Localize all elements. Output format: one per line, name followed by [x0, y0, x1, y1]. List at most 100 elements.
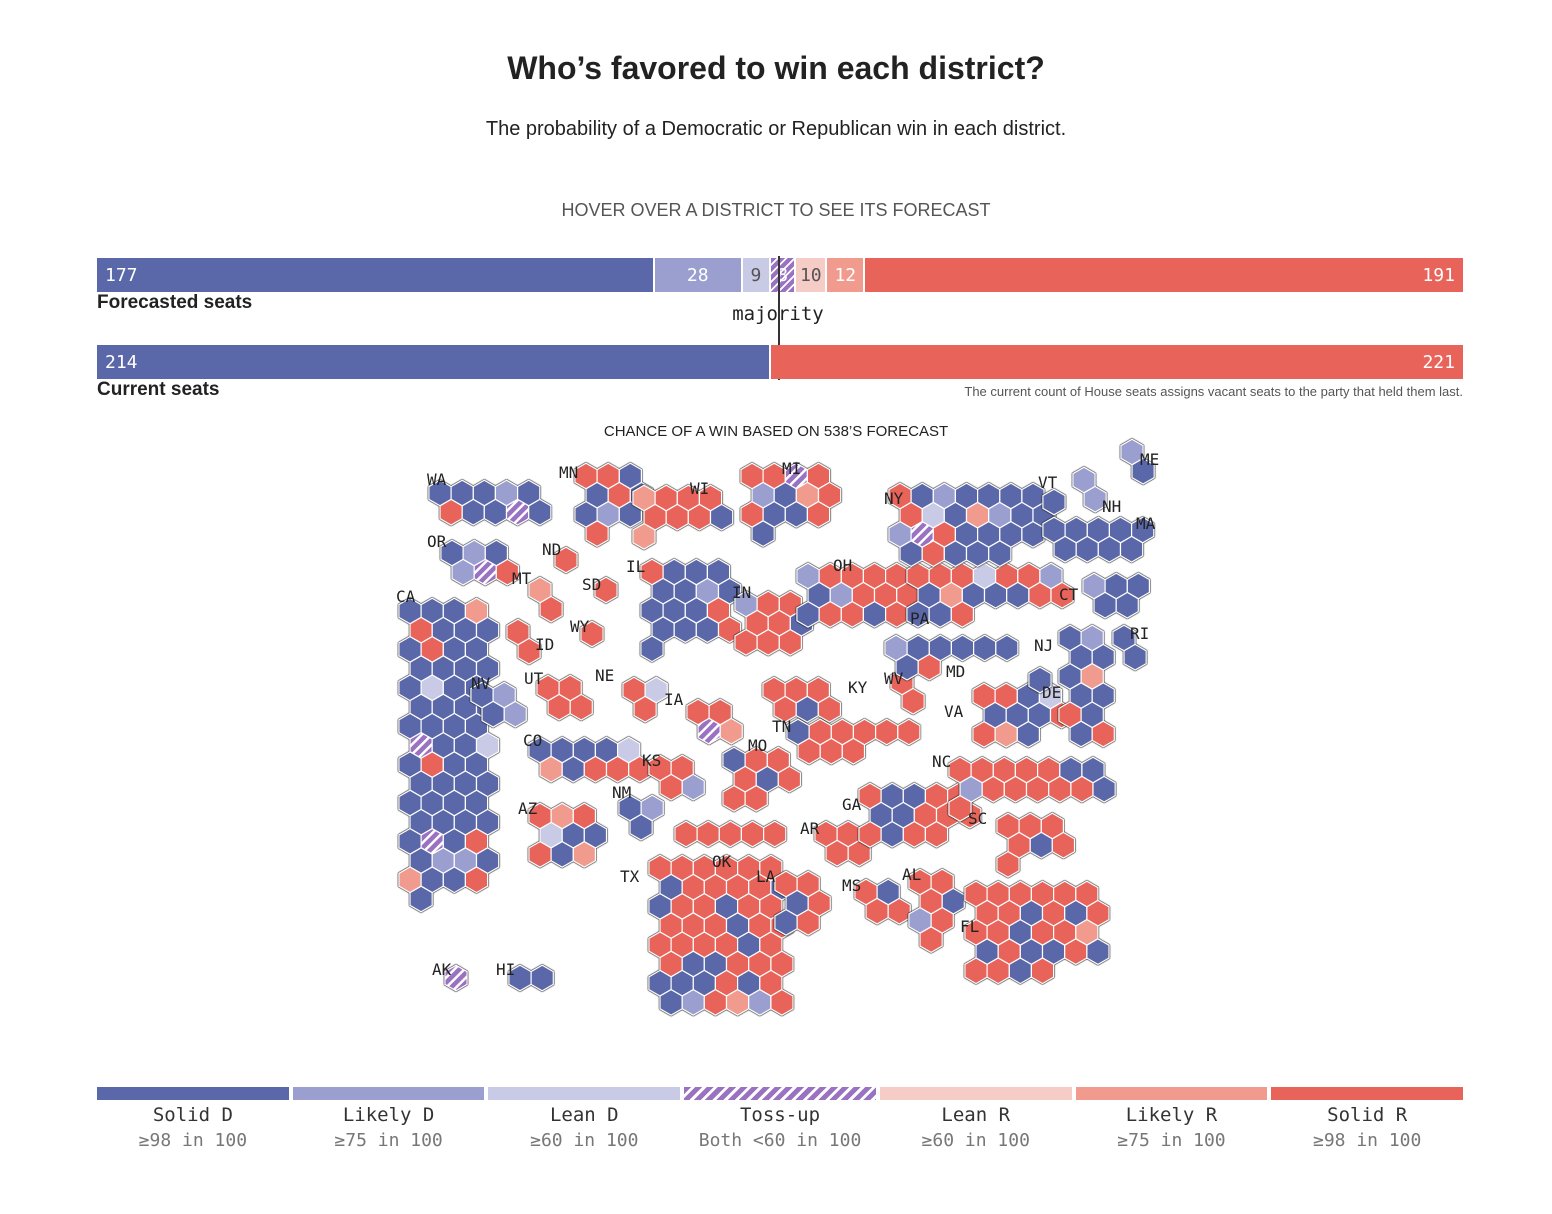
district-hex-ri-2[interactable] [1123, 643, 1147, 671]
district-hex-fl-23[interactable] [1064, 938, 1088, 966]
district-hex-ma-8[interactable] [1097, 535, 1122, 563]
district-hex-nh-2[interactable] [1083, 485, 1107, 513]
district-hex-ms-3[interactable] [865, 897, 889, 925]
forecast-segment-likely-r[interactable]: 12 [825, 258, 864, 292]
state-nc[interactable] [948, 756, 1116, 822]
district-hex-ok-5[interactable] [762, 820, 787, 848]
district-hex-nc-10[interactable] [1003, 775, 1028, 803]
state-az[interactable] [528, 802, 608, 868]
forecast-segment-solid-r[interactable]: 191 [863, 258, 1463, 292]
state-mt[interactable] [528, 576, 563, 623]
district-hex-ms-4[interactable] [887, 897, 911, 925]
district-hex-oh-15[interactable] [884, 600, 909, 628]
district-hex-wi-7[interactable] [687, 503, 712, 531]
district-hex-ut-4[interactable] [569, 693, 593, 721]
district-hex-mi-13[interactable] [751, 520, 775, 548]
district-hex-md-6[interactable] [995, 634, 1019, 662]
district-hex-co-6[interactable] [539, 755, 563, 783]
state-nd[interactable] [554, 546, 578, 574]
district-hex-ga-13[interactable] [902, 820, 927, 848]
district-hex-az-7[interactable] [528, 840, 552, 868]
district-hex-me-2[interactable] [1131, 457, 1155, 485]
district-hex-ga-11[interactable] [858, 820, 882, 848]
district-hex-nj-11[interactable] [1069, 720, 1093, 748]
district-hex-nj-12[interactable] [1091, 720, 1115, 748]
state-ne[interactable] [622, 676, 668, 723]
district-hex-tx-46[interactable] [725, 988, 750, 1016]
district-hex-de-1[interactable] [1028, 666, 1052, 694]
state-ia[interactable] [686, 698, 743, 745]
district-hex-fl-28[interactable] [1030, 957, 1055, 985]
district-hex-pa-17[interactable] [950, 600, 975, 628]
district-hex-mo-8[interactable] [744, 784, 768, 812]
current-segment-solid-d[interactable]: 214 [97, 345, 769, 379]
district-hex-nv-3[interactable] [481, 700, 505, 728]
district-hex-tn-5[interactable] [874, 718, 899, 746]
district-hex-il-17[interactable] [640, 635, 664, 663]
state-pa[interactable] [906, 562, 1074, 628]
district-hex-nc-9[interactable] [981, 775, 1005, 803]
district-hex-mn-10[interactable] [585, 520, 609, 548]
state-in[interactable] [734, 590, 814, 656]
district-hex-nc-12[interactable] [1048, 775, 1072, 803]
state-vt[interactable] [1042, 488, 1066, 516]
district-hex-nv-4[interactable] [503, 700, 527, 728]
state-sd[interactable] [594, 576, 618, 604]
district-hex-ma-7[interactable] [1075, 535, 1099, 563]
district-hex-wi-8[interactable] [709, 503, 734, 531]
district-hex-mo-7[interactable] [722, 784, 746, 812]
current-seats-bar[interactable]: 214 221 [97, 345, 1463, 379]
state-sc[interactable] [996, 812, 1076, 878]
state-va[interactable] [972, 682, 1074, 748]
state-nv[interactable] [470, 681, 527, 728]
district-hex-mi-11[interactable] [784, 500, 809, 528]
state-wi[interactable] [632, 484, 734, 550]
district-hex-ky-6[interactable] [817, 695, 842, 723]
district-hex-in-8[interactable] [756, 628, 780, 656]
district-hex-ct-5[interactable] [1115, 591, 1139, 619]
state-hi[interactable] [508, 964, 554, 992]
district-hex-tn-9[interactable] [841, 737, 866, 765]
district-hex-ga-14[interactable] [924, 820, 949, 848]
state-de[interactable] [1028, 666, 1052, 694]
district-hex-ok-1[interactable] [674, 820, 698, 848]
district-hex-ny-25[interactable] [965, 540, 990, 568]
district-hex-nc-15[interactable] [948, 794, 972, 822]
district-hex-tn-7[interactable] [797, 737, 821, 765]
district-hex-wy-1[interactable] [580, 620, 604, 648]
district-hex-sd-1[interactable] [594, 576, 618, 604]
district-hex-ny-21[interactable] [1021, 520, 1045, 548]
district-hex-oh-14[interactable] [862, 600, 887, 628]
district-hex-ok-4[interactable] [740, 820, 765, 848]
district-hex-ma-9[interactable] [1119, 535, 1144, 563]
district-hex-az-8[interactable] [550, 840, 574, 868]
district-hex-tx-47[interactable] [748, 988, 772, 1016]
district-hex-tn-8[interactable] [819, 737, 843, 765]
state-ar[interactable] [814, 820, 871, 867]
state-wa[interactable] [428, 479, 552, 526]
district-hex-al-7[interactable] [919, 926, 943, 954]
district-hex-tx-44[interactable] [681, 988, 705, 1016]
state-oh[interactable] [796, 562, 920, 628]
district-hex-wa-10[interactable] [528, 498, 552, 526]
state-md[interactable] [884, 634, 1019, 681]
forecast-segment-tossup[interactable]: 8 [768, 258, 795, 292]
state-tx[interactable] [648, 854, 794, 1016]
district-hex-sc-7[interactable] [996, 850, 1020, 878]
district-hex-wi-6[interactable] [665, 503, 689, 531]
forecast-segment-likely-d[interactable]: 28 [652, 258, 741, 292]
district-hex-in-9[interactable] [778, 628, 803, 656]
district-hex-wa-9[interactable] [505, 498, 530, 526]
district-hex-or-4[interactable] [451, 558, 475, 586]
state-nm[interactable] [618, 794, 664, 841]
district-hex-pa-14[interactable] [1050, 581, 1074, 609]
district-hex-wa-7[interactable] [461, 498, 485, 526]
district-hex-ga-12[interactable] [880, 820, 904, 848]
district-hex-hi-2[interactable] [530, 964, 554, 992]
district-hex-ks-4[interactable] [681, 773, 705, 801]
district-hex-ar-3[interactable] [825, 839, 849, 867]
state-ma[interactable] [1042, 516, 1155, 563]
district-hex-ok-3[interactable] [718, 820, 743, 848]
district-hex-la-5[interactable] [774, 908, 798, 936]
